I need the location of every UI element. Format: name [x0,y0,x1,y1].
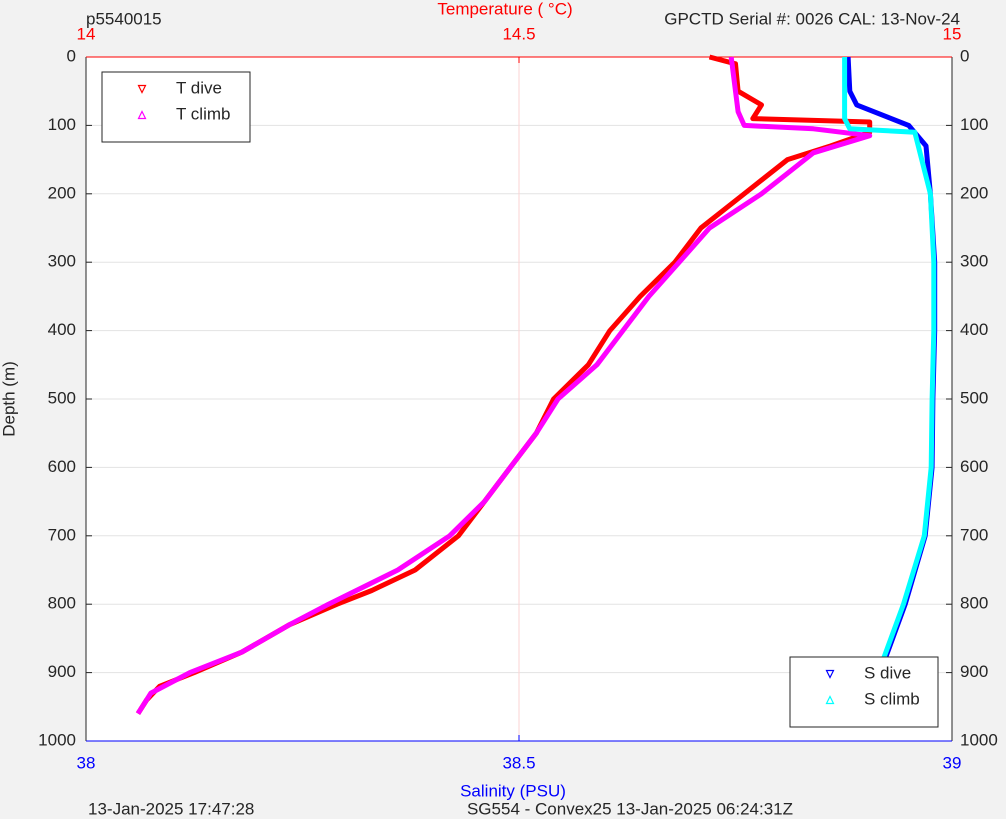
legend-box [789,656,939,728]
legend-marker [137,110,147,120]
legend-label: S dive [864,663,911,682]
y-tick-label-right: 800 [960,594,988,613]
y-tick-label: 1000 [38,730,76,749]
x2-axis-label: Temperature ( °C) [437,0,572,18]
y-tick-label-right: 1000 [960,730,998,749]
series-line [842,57,937,715]
x-tick-label: 39 [943,753,962,772]
y-tick-label-right: 500 [960,388,988,407]
top-right-text: GPCTD Serial #: 0026 CAL: 13-Nov-24 [664,9,960,28]
legend-marker [825,669,835,679]
legend-label: T climb [176,104,230,123]
x2-tick-label: 14 [77,24,96,43]
y-tick-label: 0 [67,46,76,65]
y-tick-label-right: 700 [960,525,988,544]
y-tick-label-right: 300 [960,252,988,271]
legend-label: T dive [176,78,222,97]
y-tick-label: 800 [48,594,76,613]
y-tick-label: 300 [48,252,76,271]
series-line [135,56,873,715]
y-tick-label: 700 [48,525,76,544]
x-tick-label: 38 [77,753,96,772]
y-tick-label: 400 [48,320,76,339]
legend-label: S climb [864,689,920,708]
y-tick-label-right: 0 [960,46,969,65]
y-tick-label: 600 [48,457,76,476]
footer-left: 13-Jan-2025 17:47:28 [88,799,254,818]
x2-tick-label: 14.5 [502,24,535,43]
y-axis-label: Depth (m) [0,361,18,437]
x-axis-label: Salinity (PSU) [460,781,566,800]
x-tick-label: 38.5 [502,753,535,772]
legend-marker [137,84,147,94]
y-tick-label: 500 [48,388,76,407]
y-tick-label-right: 100 [960,115,988,134]
y-tick-label-right: 600 [960,457,988,476]
legend-box [101,71,251,143]
y-tick-label-right: 400 [960,320,988,339]
x2-tick-label: 15 [943,24,962,43]
footer-center: SG554 - Convex25 13-Jan-2025 06:24:31Z [467,799,793,818]
legend-marker [825,695,835,705]
y-tick-label: 100 [48,115,76,134]
y-tick-label-right: 900 [960,662,988,681]
y-tick-label: 900 [48,662,76,681]
chart-title: p5540015 [86,9,162,28]
y-tick-label-right: 200 [960,183,988,202]
y-tick-label: 200 [48,183,76,202]
